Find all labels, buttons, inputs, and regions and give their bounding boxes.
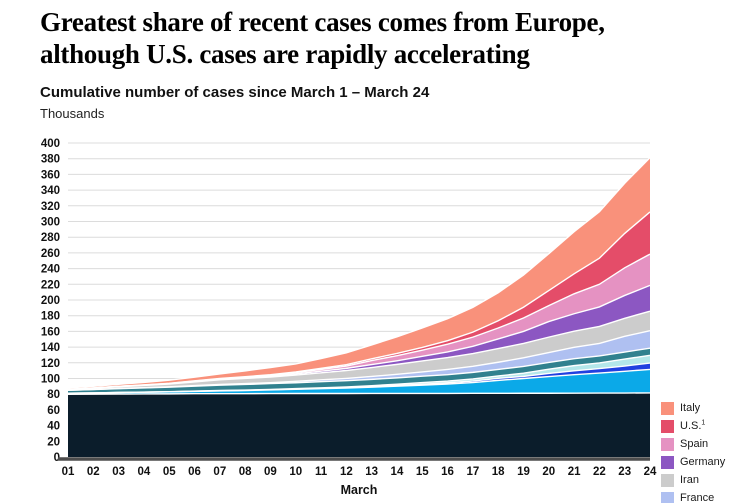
x-tick-label-09: 09: [264, 466, 277, 478]
y-tick-label-40: 40: [47, 421, 60, 433]
chart-subtitle: Cumulative number of cases since March 1…: [40, 84, 430, 101]
x-tick-label-13: 13: [365, 466, 378, 478]
y-tick-label-80: 80: [47, 389, 60, 401]
separator-line-10: [67, 157, 651, 389]
axis-units-label: Thousands: [40, 106, 105, 121]
x-tick-label-22: 22: [593, 466, 606, 478]
area-france: [68, 330, 650, 391]
y-tick-label-20: 20: [47, 436, 60, 448]
y-tick-label-0: 0: [54, 452, 60, 464]
legend-label-germany: Germany: [680, 456, 726, 468]
x-tick-label-11: 11: [315, 466, 328, 478]
area-switzerland: [68, 355, 650, 394]
x-tick-label-02: 02: [87, 466, 100, 478]
y-tick-label-380: 380: [41, 154, 60, 166]
legend-item-iran: Iran: [661, 474, 744, 487]
legend-item-italy: Italy: [661, 402, 744, 415]
y-tick-label-120: 120: [41, 358, 60, 370]
legend-label-france: France: [680, 492, 715, 503]
x-tick-label-15: 15: [416, 466, 429, 478]
area-iran: [68, 311, 650, 391]
legend-footnote-marker: 1: [701, 419, 706, 427]
page-title: Greatest share of recent cases comes fro…: [40, 6, 605, 70]
legend-swatch-spain: [661, 438, 674, 451]
y-tick-label-280: 280: [41, 232, 60, 244]
x-tick-label-07: 07: [213, 466, 226, 478]
x-tick-label-06: 06: [188, 466, 201, 478]
area-rest-of-world: [68, 369, 650, 395]
x-tick-label-21: 21: [568, 466, 581, 478]
x-tick-label-05: 05: [163, 466, 176, 478]
y-tick-label-200: 200: [41, 295, 60, 307]
x-tick-label-17: 17: [466, 466, 479, 478]
legend-label-spain: Spain: [680, 438, 709, 450]
stacked-area-chart: 0204060801001201401601802002202402602803…: [41, 138, 657, 497]
x-tick-label-19: 19: [517, 466, 530, 478]
separator-line-9: [67, 211, 651, 390]
legend-swatch-u-s: [661, 420, 674, 433]
legend-swatch-france: [661, 492, 674, 503]
chart-region: 0 20 40 60 80 100 120 140 160 180 200 220 240 260 280 3…: [0, 130, 755, 503]
x-tick-label-03: 03: [112, 466, 125, 478]
legend-item-u-s: U.S.1: [661, 419, 744, 433]
y-tick-label-140: 140: [41, 342, 60, 354]
separator-line-3: [67, 354, 651, 394]
y-tick-label-160: 160: [41, 326, 60, 338]
x-tick-label-08: 08: [239, 466, 252, 478]
y-tick-label-100: 100: [41, 374, 60, 386]
y-tick-label-400: 400: [41, 138, 60, 150]
x-tick-label-10: 10: [289, 466, 302, 478]
x-tick-label-18: 18: [492, 466, 505, 478]
separator-line-5: [67, 330, 651, 391]
y-tick-label-260: 260: [41, 248, 60, 260]
y-tick-label-220: 220: [41, 279, 60, 291]
x-tick-label-20: 20: [542, 466, 555, 478]
page-title-line2: although U.S. cases are rapidly accelera…: [40, 39, 530, 69]
y-tick-label-340: 340: [41, 185, 60, 197]
legend-label-iran: Iran: [680, 474, 699, 486]
legend-label-u-s: U.S.1: [680, 419, 706, 432]
legend-item-spain: Spain: [661, 438, 744, 451]
separator-line-0: [67, 392, 651, 395]
y-tick-label-60: 60: [47, 405, 60, 417]
x-tick-label-01: 01: [62, 466, 75, 478]
x-axis-title: March: [341, 483, 378, 497]
x-tick-label-16: 16: [441, 466, 454, 478]
legend-item-france: France: [661, 492, 744, 503]
x-tick-label-24: 24: [644, 466, 657, 478]
area-italy: [68, 157, 650, 390]
legend-swatch-iran: [661, 474, 674, 487]
y-tick-label-320: 320: [41, 201, 60, 213]
y-tick-label-240: 240: [41, 264, 60, 276]
legend-swatch-germany: [661, 456, 674, 469]
legend-swatch-italy: [661, 402, 674, 415]
page-title-line1: Greatest share of recent cases comes fro…: [40, 7, 605, 37]
y-tick-label-180: 180: [41, 311, 60, 323]
x-tick-label-04: 04: [138, 466, 151, 478]
y-tick-label-300: 300: [41, 217, 60, 229]
area-spain: [68, 254, 650, 390]
legend-label-italy: Italy: [680, 402, 701, 414]
x-tick-label-14: 14: [391, 466, 404, 478]
x-tick-label-12: 12: [340, 466, 353, 478]
x-tick-label-23: 23: [618, 466, 631, 478]
y-tick-label-360: 360: [41, 169, 60, 181]
area-china: [68, 392, 650, 457]
legend-item-germany: Germany: [661, 456, 744, 469]
